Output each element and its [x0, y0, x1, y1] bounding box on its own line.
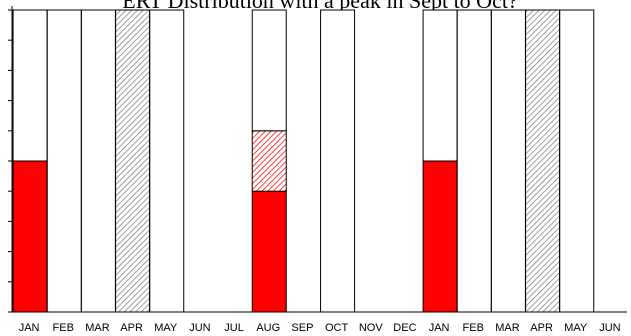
- y-axis: [8, 6, 13, 313]
- bar-segment-apr-3-series-2: [115, 9, 151, 313]
- x-tick-label: JUN: [599, 322, 620, 334]
- bars: [12, 9, 595, 313]
- x-tick-label: APR: [120, 322, 143, 334]
- x-tick-label: FEB: [463, 322, 484, 334]
- x-tick-label: JAN: [429, 322, 450, 334]
- x-tick-label: FEB: [53, 322, 74, 334]
- x-tick-label: MAR: [85, 322, 110, 334]
- x-tick-label: NOV: [359, 322, 384, 334]
- bar-segment-mar-14-series-3: [490, 9, 526, 313]
- bar-segment-may-16-series-3: [559, 9, 595, 313]
- x-tick-label: APR: [530, 322, 553, 334]
- x-tick-label: DEC: [393, 322, 416, 334]
- x-tick-label: MAY: [154, 322, 178, 334]
- x-axis: JAN FEB MAR APR MAY JUN JUL AUG SEP OCT NOV DEC JAN F…: [12, 311, 627, 334]
- bar-segment-aug-7-series-0: [251, 190, 287, 313]
- bar-segment-jan-0-series-3: [12, 9, 48, 162]
- x-tick-label: JUN: [189, 322, 210, 334]
- x-tick-label: OCT: [325, 322, 349, 334]
- bar-segment-jan-12-series-3: [422, 9, 458, 162]
- bar-segment-oct-9-series-3: [320, 9, 356, 313]
- x-tick-label: JAN: [19, 322, 40, 334]
- x-tick-label: MAY: [564, 322, 588, 334]
- bar-segment-may-4-series-3: [149, 9, 185, 313]
- bar-segment-jan-0-series-0: [12, 160, 48, 313]
- x-tick-label: SEP: [291, 322, 313, 334]
- x-tick-label: MAR: [495, 322, 520, 334]
- x-tick-label: JUL: [224, 322, 244, 334]
- bar-segment-mar-2-series-3: [80, 9, 116, 313]
- x-tick-label: AUG: [256, 322, 280, 334]
- bar-segment-feb-1-series-3: [46, 9, 82, 313]
- bar-segment-feb-13-series-3: [456, 9, 492, 313]
- bar-segment-jan-12-series-0: [422, 160, 458, 313]
- chart-title: ERT Distribution with a peak in Sept to …: [122, 0, 517, 13]
- bar-segment-aug-7-series-1: [251, 130, 287, 192]
- bar-segment-apr-15-series-2: [525, 9, 561, 313]
- bar-segment-aug-7-series-3: [251, 9, 287, 132]
